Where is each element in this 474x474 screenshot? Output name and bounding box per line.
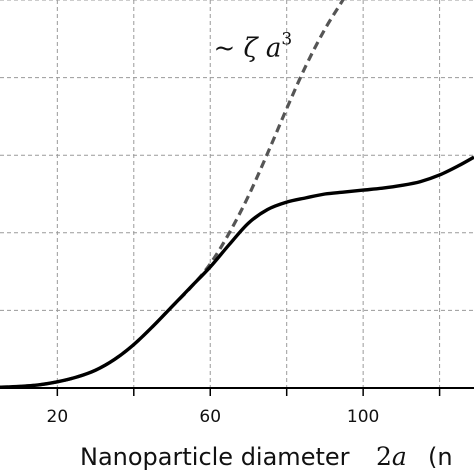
grid (0, 0, 474, 388)
axes (0, 387, 474, 396)
x-axis-label-symbol: 2a (376, 442, 407, 471)
x-tick-label: 100 (347, 407, 379, 427)
series-line-solid (0, 155, 474, 389)
series-line-dashed (0, 0, 345, 389)
x-tick-label: 20 (47, 407, 69, 427)
x-tick-label: 60 (199, 407, 221, 427)
x-tick-labels: 20 60 100 (47, 407, 380, 427)
series-layer (0, 0, 474, 389)
curve-annotation: ~ ζ a3 (213, 30, 292, 64)
x-axis-label-text: Nanoparticle diameter (80, 443, 350, 471)
x-axis-label: Nanoparticle diameter 2a (n (80, 442, 453, 471)
x-axis-label-unit: (n (428, 443, 453, 471)
